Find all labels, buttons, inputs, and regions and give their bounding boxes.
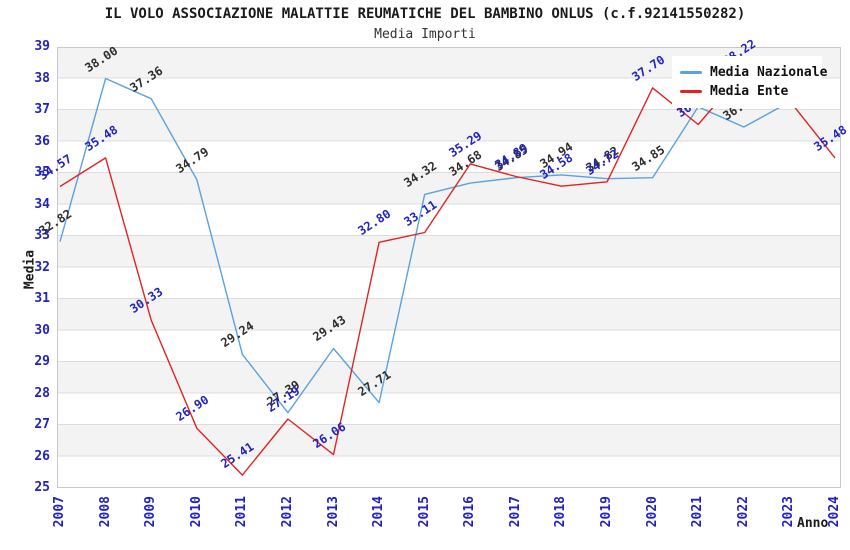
- x-tick-label: 2013: [325, 496, 341, 528]
- y-tick-label: 25: [34, 480, 50, 495]
- y-tick-label: 29: [34, 354, 50, 369]
- legend-item-media-nazionale: Media Nazionale: [680, 63, 827, 82]
- media-ente-line-swatch-icon: [680, 90, 702, 93]
- x-tick-label: 2011: [234, 496, 250, 528]
- x-tick-label: 2019: [599, 496, 615, 528]
- x-tick-label: 2015: [416, 496, 432, 528]
- y-tick-label: 33: [34, 228, 50, 243]
- y-tick-label: 39: [34, 39, 50, 54]
- chart-title: IL VOLO ASSOCIAZIONE MALATTIE REUMATICHE…: [104, 6, 746, 22]
- media-nazionale-line-swatch-icon: [680, 71, 702, 74]
- y-tick-label: 31: [34, 291, 50, 306]
- y-tick-label: 30: [34, 322, 50, 338]
- x-tick-label: 2012: [279, 496, 295, 528]
- x-tick-label: 2020: [644, 496, 660, 528]
- x-tick-label: 2007: [52, 496, 67, 528]
- x-tick-label: 2010: [188, 496, 204, 528]
- chart-subtitle: Media Importi: [374, 27, 476, 42]
- y-tick-label: 36: [34, 133, 50, 149]
- x-tick-label: 2014: [371, 496, 387, 528]
- y-tick-label: 37: [34, 102, 50, 117]
- y-tick-label: 26: [34, 448, 50, 464]
- x-tick-label: 2017: [507, 496, 523, 528]
- x-tick-label: 2023: [781, 496, 797, 528]
- y-tick-label: 34: [34, 196, 50, 212]
- legend-label: Media Nazionale: [710, 65, 828, 80]
- x-tick-label: 2024: [826, 496, 842, 528]
- y-tick-label: 32: [34, 259, 50, 275]
- legend-item-media-ente: Media Ente: [680, 82, 812, 101]
- legend: Media Nazionale Media Ente: [672, 56, 827, 108]
- legend-label: Media Ente: [710, 84, 789, 99]
- y-tick-label: 28: [34, 385, 50, 401]
- y-tick-label: 35: [34, 165, 50, 180]
- x-tick-label: 2009: [143, 496, 159, 528]
- x-tick-label: 2021: [690, 496, 706, 528]
- y-tick-label: 27: [34, 417, 50, 432]
- x-tick-label: 2008: [97, 496, 113, 528]
- x-tick-label: 2016: [462, 496, 478, 528]
- x-tick-label: 2018: [553, 496, 569, 528]
- x-tick-label: 2022: [735, 496, 751, 528]
- x-axis-title: Anno: [797, 516, 829, 531]
- y-tick-label: 38: [34, 70, 50, 86]
